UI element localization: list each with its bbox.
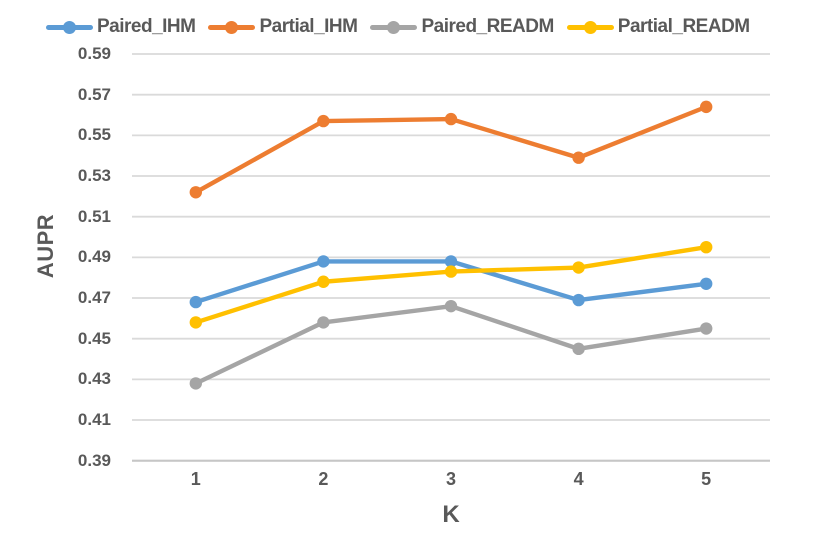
data-point-partial_ihm-k3 — [444, 112, 458, 126]
data-point-paired_ihm-k5 — [700, 277, 713, 290]
data-point-partial_ihm-k5 — [700, 100, 713, 114]
data-point-partial_ihm-k2 — [317, 114, 330, 128]
series-line-paired_readm — [193, 303, 709, 386]
x-tick-label: 2 — [318, 469, 329, 489]
data-point-paired_readm-k2 — [317, 316, 330, 329]
y-axis-title: AUPR — [33, 213, 58, 279]
legend-label-paired-ihm: Paired_IHM — [97, 16, 196, 37]
x-tick-label: 5 — [701, 469, 712, 489]
legend-item-partial-readm: Partial_READM — [566, 16, 750, 38]
y-tick-label: 0.39 — [77, 450, 111, 470]
data-point-partial_readm-k5 — [700, 240, 713, 254]
data-point-paired_readm-k5 — [700, 322, 713, 335]
legend-line-marker-icon — [370, 20, 418, 35]
data-point-paired_readm-k3 — [444, 299, 458, 313]
y-tick-label: 0.59 — [77, 44, 111, 63]
y-tick-label: 0.53 — [77, 166, 111, 185]
data-point-partial_readm-k1 — [189, 316, 202, 329]
y-tick-label: 0.49 — [77, 247, 111, 267]
data-point-paired_ihm-k1 — [189, 295, 202, 309]
y-tick-label: 0.51 — [77, 206, 111, 226]
legend-label-partial-ihm: Partial_IHM — [259, 16, 358, 37]
x-axis-title: K — [442, 501, 460, 528]
data-point-paired_ihm-k3 — [444, 255, 458, 268]
y-tick-label: 0.43 — [77, 369, 111, 389]
data-point-paired_ihm-k4 — [572, 293, 585, 307]
y-tick-label: 0.57 — [77, 84, 111, 104]
data-point-paired_readm-k4 — [572, 342, 585, 356]
legend-item-paired-readm: Paired_READM — [370, 16, 554, 38]
y-tick-label: 0.55 — [77, 125, 111, 145]
legend-item-paired-ihm: Paired_IHM — [46, 16, 196, 38]
data-point-partial_readm-k4 — [572, 261, 585, 274]
x-tick-label: 4 — [573, 469, 584, 489]
legend-item-partial-ihm: Partial_IHM — [208, 16, 358, 38]
data-point-partial_readm-k3 — [444, 265, 458, 278]
data-point-paired_ihm-k2 — [317, 255, 330, 268]
y-tick-label: 0.41 — [77, 410, 111, 430]
x-tick-label: 3 — [445, 469, 456, 489]
legend-line-marker-icon — [566, 20, 614, 35]
legend-line-marker-icon — [46, 20, 93, 35]
y-tick-label: 0.45 — [77, 328, 111, 348]
data-point-partial_ihm-k1 — [189, 186, 202, 199]
data-point-paired_readm-k1 — [189, 377, 202, 390]
legend: Paired_IHM Partial_IHM Paired_READM Part… — [46, 14, 750, 40]
legend-label-paired-readm: Paired_READM — [421, 16, 554, 37]
x-tick-label: 1 — [190, 469, 201, 489]
legend-line-marker-icon — [208, 20, 256, 35]
data-point-partial_readm-k2 — [317, 275, 330, 288]
legend-label-partial-readm: Partial_READM — [617, 16, 750, 37]
data-point-partial_ihm-k4 — [572, 151, 585, 164]
y-tick-label: 0.47 — [77, 288, 111, 308]
